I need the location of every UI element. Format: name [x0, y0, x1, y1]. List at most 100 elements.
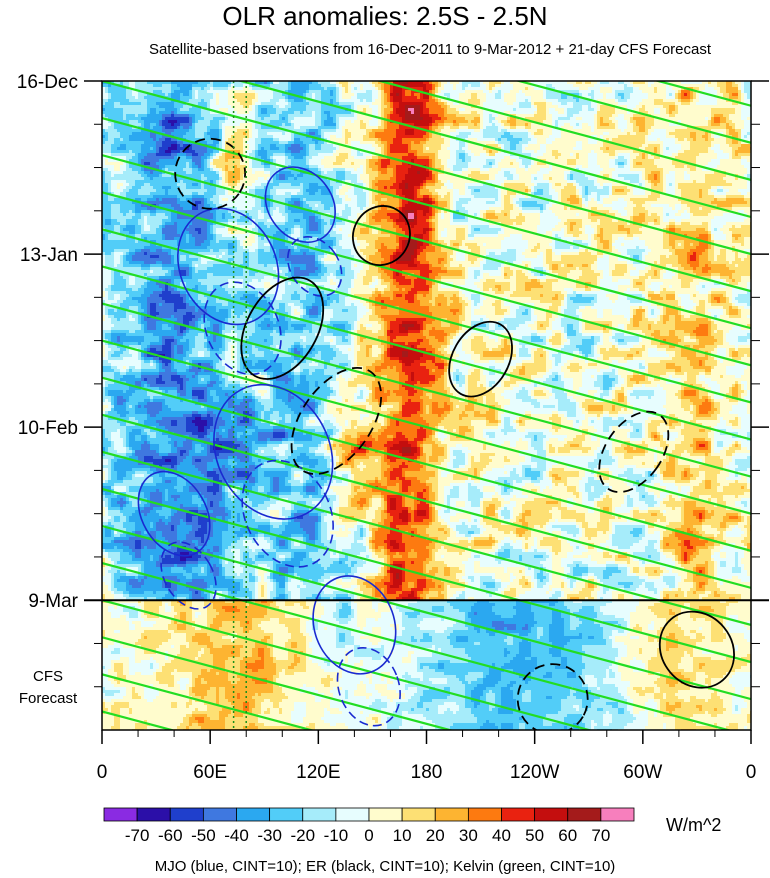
olr-cell [351, 102, 355, 106]
olr-cell [456, 96, 460, 100]
olr-cell [576, 81, 580, 85]
olr-cell [435, 81, 439, 85]
olr-cell [612, 102, 616, 106]
olr-cell [270, 90, 274, 94]
olr-cell [102, 81, 106, 85]
olr-cell [345, 96, 349, 100]
olr-cell [723, 93, 727, 97]
olr-cell [588, 81, 592, 85]
olr-cell [513, 87, 517, 91]
olr-cell [111, 99, 115, 103]
olr-cell [297, 102, 301, 106]
olr-cell [645, 90, 649, 94]
olr-cell [207, 90, 211, 94]
olr-cell [156, 108, 160, 112]
olr-cell [309, 90, 313, 94]
olr-cell [597, 81, 601, 85]
olr-cell [525, 102, 529, 106]
olr-cell [531, 81, 535, 85]
olr-cell [288, 90, 292, 94]
olr-cell [300, 108, 304, 112]
olr-cell [342, 81, 346, 85]
olr-cell [300, 87, 304, 91]
olr-cell [654, 84, 658, 88]
olr-cell [174, 81, 178, 85]
olr-cell [654, 90, 658, 94]
olr-cell [540, 96, 544, 100]
olr-cell [378, 87, 382, 91]
olr-cell [183, 90, 187, 94]
olr-cell [402, 105, 406, 109]
olr-cell [477, 90, 481, 94]
olr-cell [585, 102, 589, 106]
olr-cell [129, 96, 133, 100]
olr-cell [615, 93, 619, 97]
olr-cell [159, 84, 163, 88]
olr-cell [177, 108, 181, 112]
olr-cell [474, 96, 478, 100]
olr-cell [483, 81, 487, 85]
olr-cell [657, 102, 661, 106]
olr-cell [300, 105, 304, 109]
olr-cell [426, 96, 430, 100]
olr-cell [258, 90, 262, 94]
olr-cell [240, 93, 244, 97]
olr-cell [591, 87, 595, 91]
olr-cell [609, 96, 613, 100]
olr-cell [738, 81, 742, 85]
olr-cell [603, 96, 607, 100]
olr-cell [186, 93, 190, 97]
olr-cell [651, 87, 655, 91]
olr-cell [627, 81, 631, 85]
olr-cell [414, 87, 418, 91]
olr-cell [456, 102, 460, 106]
olr-cell [318, 105, 322, 109]
olr-cell [660, 84, 664, 88]
olr-cell [732, 90, 736, 94]
olr-cell [228, 108, 232, 112]
olr-cell [234, 93, 238, 97]
olr-cell [333, 90, 337, 94]
olr-cell [348, 84, 352, 88]
olr-cell [438, 87, 442, 91]
olr-cell [234, 108, 238, 112]
olr-cell [744, 93, 748, 97]
olr-cell [315, 81, 319, 85]
olr-cell [189, 90, 193, 94]
olr-cell [741, 90, 745, 94]
olr-cell [222, 102, 226, 106]
olr-cell [294, 105, 298, 109]
olr-cell [405, 102, 409, 106]
olr-cell [315, 93, 319, 97]
olr-cell [414, 84, 418, 88]
olr-cell [195, 84, 199, 88]
olr-cell [651, 90, 655, 94]
olr-cell [699, 84, 703, 88]
olr-cell [618, 87, 622, 91]
olr-cell [369, 102, 373, 106]
olr-cell [375, 96, 379, 100]
olr-cell [270, 93, 274, 97]
olr-cell [390, 90, 394, 94]
olr-cell [123, 81, 127, 85]
olr-cell [411, 102, 415, 106]
olr-cell [309, 93, 313, 97]
olr-cell [219, 81, 223, 85]
olr-cell [636, 81, 640, 85]
olr-cell [237, 84, 241, 88]
olr-cell [498, 84, 502, 88]
olr-cell [384, 84, 388, 88]
olr-cell [276, 81, 280, 85]
olr-cell [624, 90, 628, 94]
olr-cell [108, 108, 112, 112]
olr-cell [117, 87, 121, 91]
olr-cell [642, 99, 646, 103]
olr-cell [231, 105, 235, 109]
olr-cell [276, 93, 280, 97]
olr-cell [465, 90, 469, 94]
olr-cell [336, 93, 340, 97]
olr-cell [207, 96, 211, 100]
olr-cell [330, 102, 334, 106]
olr-cell [381, 99, 385, 103]
olr-cell [495, 90, 499, 94]
